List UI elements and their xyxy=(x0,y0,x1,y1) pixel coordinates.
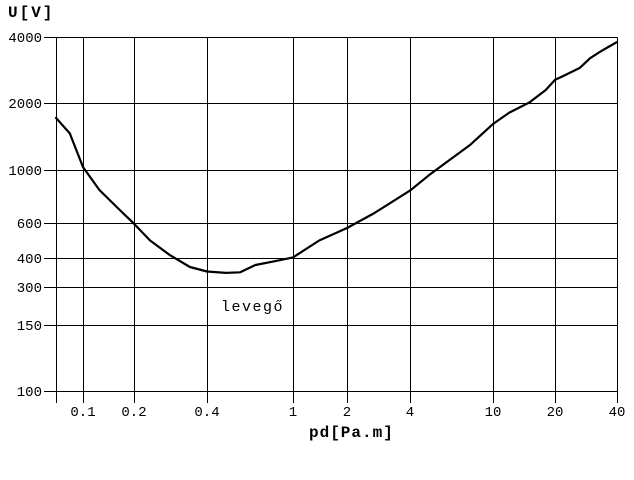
y-tick-label: 1000 xyxy=(8,164,42,180)
x-tick-label: 10 xyxy=(485,405,502,421)
x-tick-label: 40 xyxy=(609,405,626,421)
x-axis-title: pd[Pa.m] xyxy=(309,424,394,442)
x-tick-label: 1 xyxy=(289,405,297,421)
y-tick-label: 400 xyxy=(17,252,42,268)
paschen-curve xyxy=(54,41,619,274)
y-axis-title: U[V] xyxy=(8,4,55,22)
y-tick-label: 600 xyxy=(17,217,42,233)
x-tick-label: 0.2 xyxy=(121,405,146,421)
x-tick-label: 2 xyxy=(343,405,351,421)
y-tick-label: 150 xyxy=(17,319,42,335)
x-tick-label: 4 xyxy=(406,405,414,421)
gas-annotation: levegő xyxy=(221,299,285,316)
x-tick-label: 0.4 xyxy=(194,405,219,421)
y-tick-label: 300 xyxy=(17,281,42,297)
x-tick-label: 20 xyxy=(547,405,564,421)
x-tick-label: 0.1 xyxy=(70,405,95,421)
y-tick-label: 100 xyxy=(17,385,42,401)
y-tick-label: 4000 xyxy=(8,31,42,47)
y-tick-label: 2000 xyxy=(8,97,42,113)
